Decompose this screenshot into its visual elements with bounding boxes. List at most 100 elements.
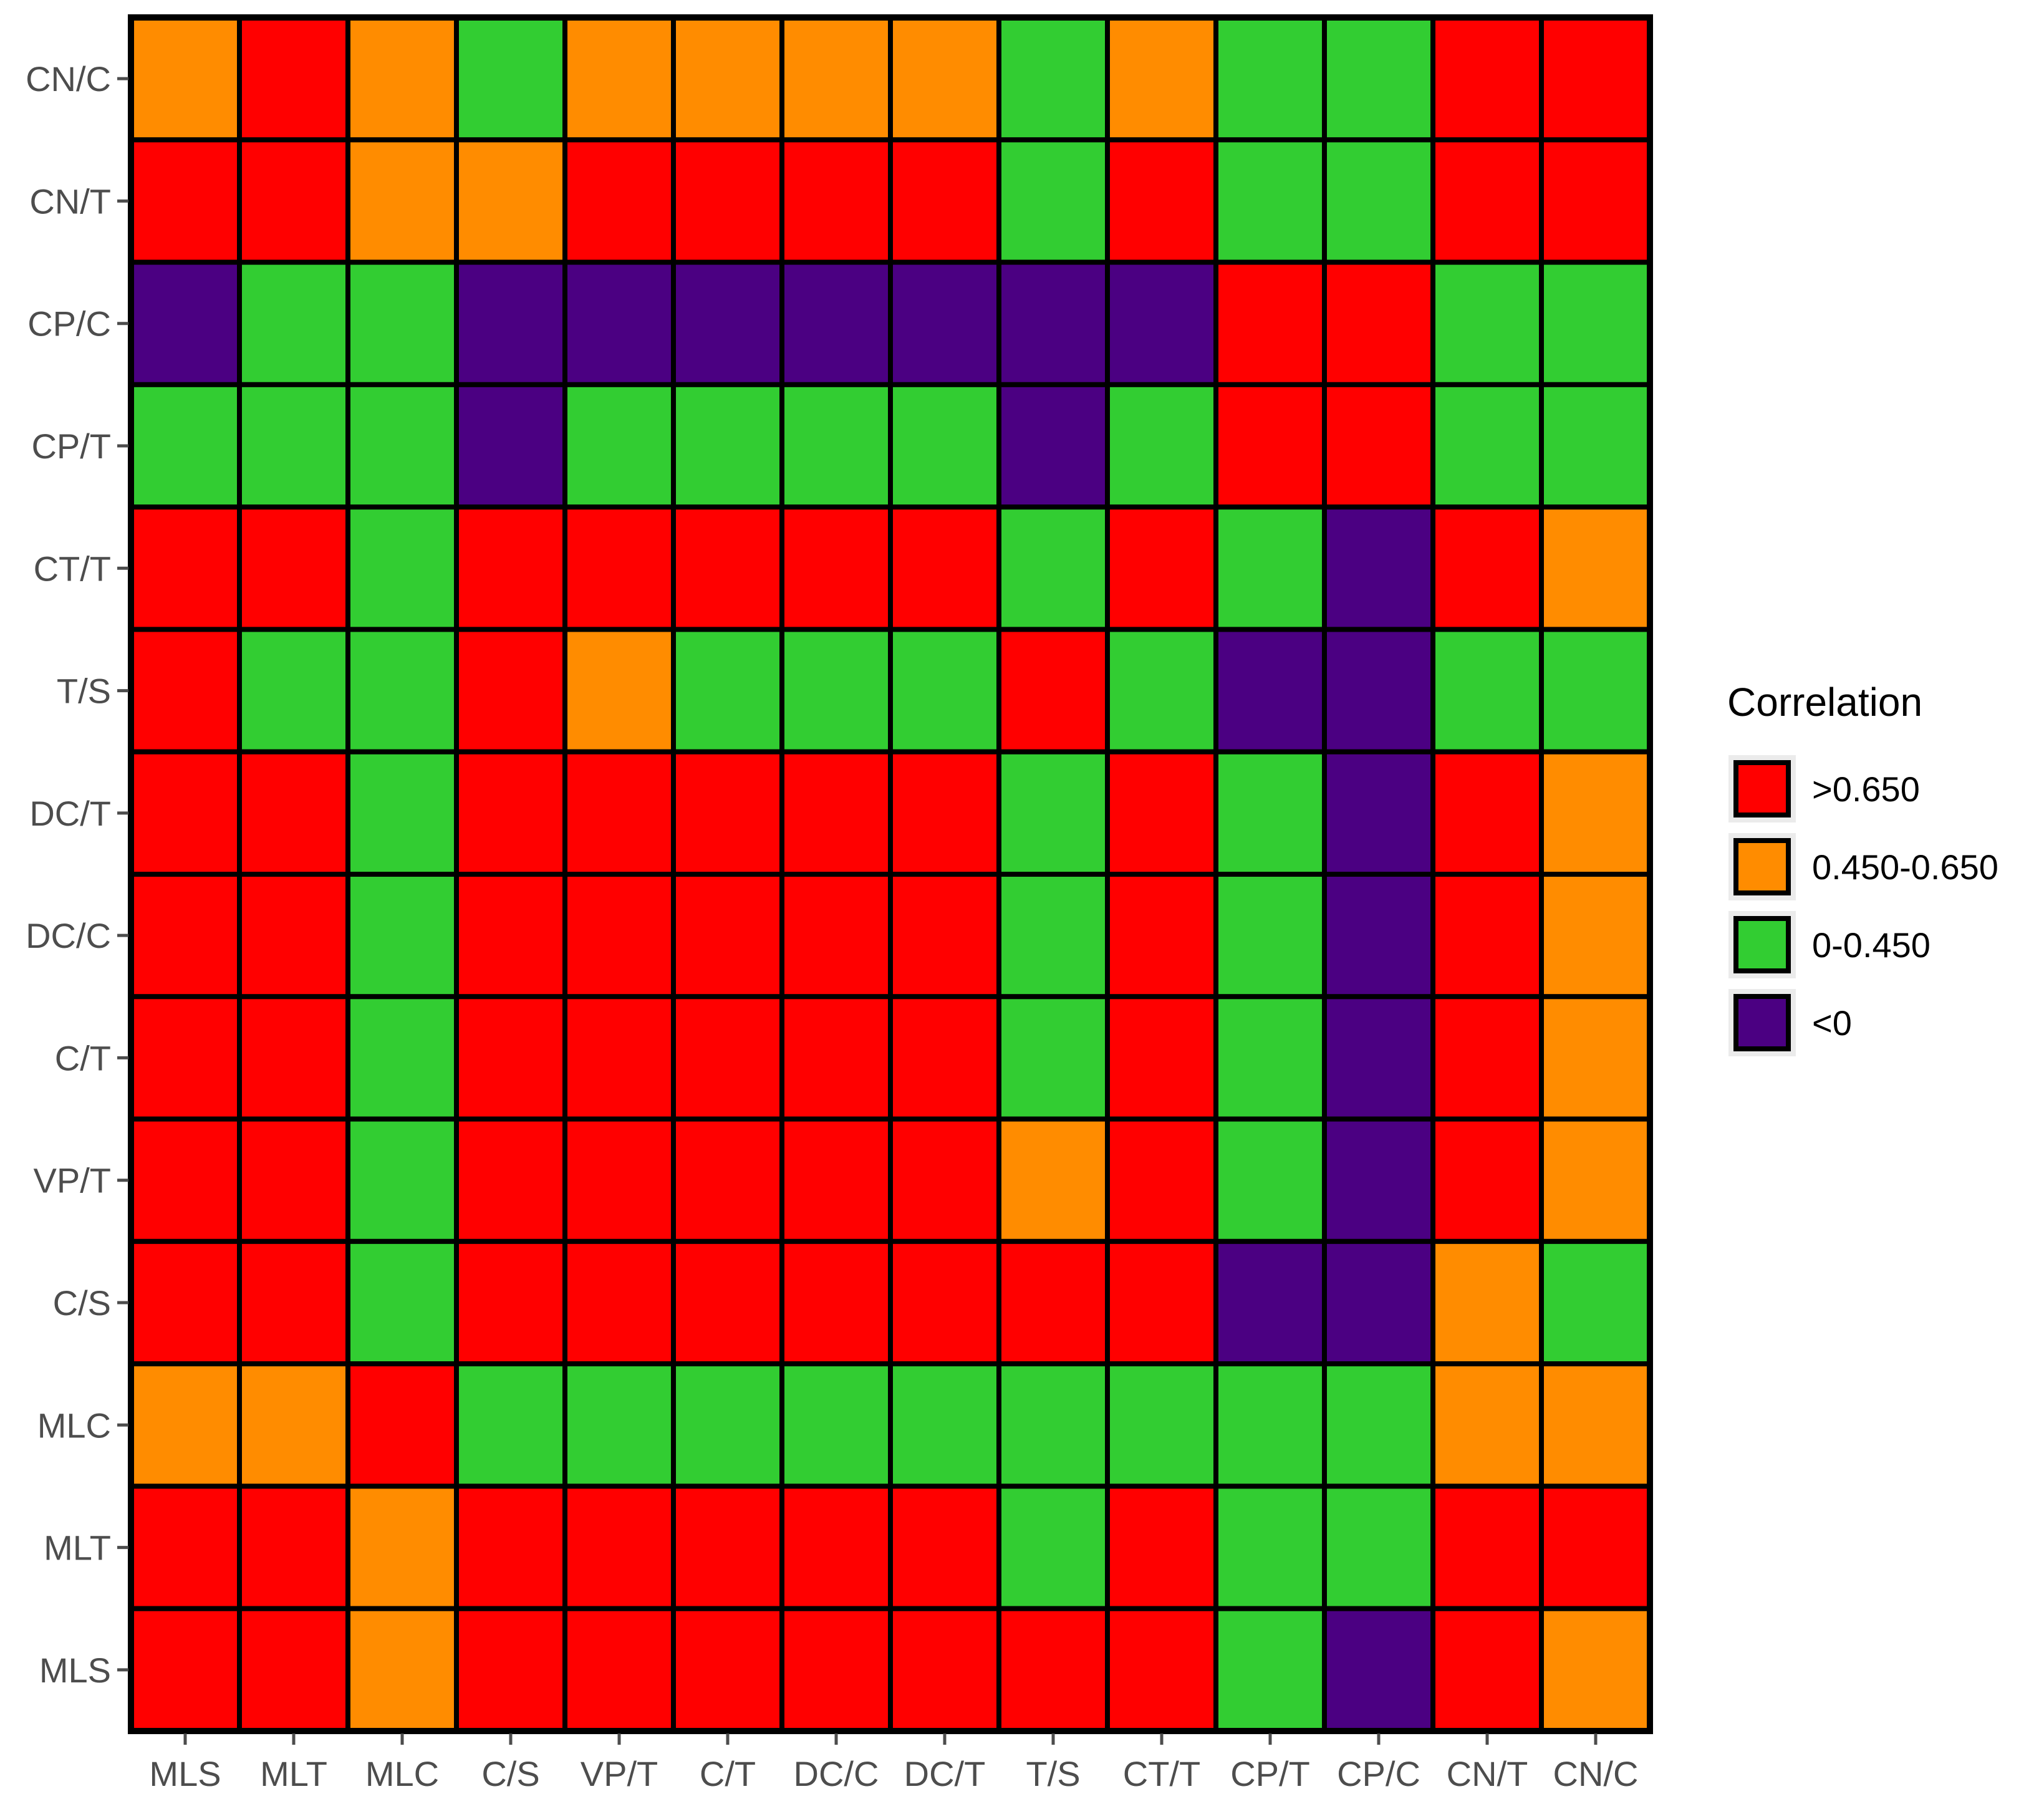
heatmap-cell: [562, 1116, 676, 1244]
heatmap-cell: [1430, 749, 1544, 877]
heatmap-cell: [237, 1483, 350, 1611]
heatmap-cell: [996, 1483, 1110, 1611]
heatmap-cell: [671, 259, 784, 387]
heatmap-cell: [562, 1483, 676, 1611]
x-tick-label: CT/T: [1123, 1754, 1200, 1793]
heatmap-cell: [454, 1361, 567, 1489]
heatmap-cell: [1322, 1116, 1435, 1244]
heatmap-cell: [1105, 382, 1218, 510]
heatmap-cell: [888, 1483, 1001, 1611]
heatmap-cell: [128, 1483, 242, 1611]
heatmap-cell: [1105, 872, 1218, 1000]
heatmap-cell: [562, 504, 676, 632]
heatmap-cell: [1430, 504, 1544, 632]
heatmap-cell: [128, 994, 242, 1122]
heatmap-cell: [671, 994, 784, 1122]
heatmap-cell: [671, 872, 784, 1000]
heatmap-cell: [128, 382, 242, 510]
heatmap-cell: [671, 1483, 784, 1611]
heatmap-cell: [1430, 1361, 1544, 1489]
heatmap-cell: [1213, 994, 1327, 1122]
heatmap-cell: [237, 382, 350, 510]
heatmap-cell: [345, 627, 459, 755]
heatmap-cell: [888, 749, 1001, 877]
x-tick-label: CP/C: [1337, 1754, 1420, 1793]
y-tick-label: CT/T: [34, 549, 111, 588]
heatmap-cell: [1322, 1606, 1435, 1734]
heatmap-cell: [1430, 994, 1544, 1122]
heatmap-cell: [454, 1238, 567, 1367]
heatmap-cell: [562, 137, 676, 265]
heatmap-cell: [1322, 1361, 1435, 1489]
heatmap-cell: [671, 15, 784, 143]
heatmap-cell: [345, 1483, 459, 1611]
heatmap-cell: [1539, 15, 1652, 143]
y-tick-label: MLS: [39, 1651, 111, 1690]
legend-swatch-low: [1733, 916, 1791, 973]
heatmap-cell: [888, 1361, 1001, 1489]
heatmap-cell: [128, 504, 242, 632]
heatmap-cell: [237, 994, 350, 1122]
heatmap-cell: [996, 749, 1110, 877]
heatmap-cell: [562, 1238, 676, 1367]
heatmap-cell: [345, 1361, 459, 1489]
legend-label-neg: <0: [1812, 1003, 1852, 1043]
legend-items: >0.650 0.450-0.650 0-0.450 <0: [1728, 755, 1998, 1056]
heatmap-cell: [562, 749, 676, 877]
x-tick-label: C/T: [700, 1754, 756, 1793]
heatmap-cell: [1213, 1238, 1327, 1367]
heatmap-cell: [671, 1238, 784, 1367]
x-axis: MLS MLT MLC C/S VP/T C/T DC/C DC/T T/S CT/T CP/T CP…: [149, 1734, 1638, 1793]
heatmap-cell: [454, 259, 567, 387]
heatmap-cell: [454, 137, 567, 265]
heatmap-cell: [1322, 15, 1435, 143]
heatmap-cell: [671, 1116, 784, 1244]
heatmap-cell: [454, 872, 567, 1000]
heatmap-cell: [671, 504, 784, 632]
heatmap-cell: [888, 382, 1001, 510]
heatmap-cell: [1213, 627, 1327, 755]
heatmap-cell: [1105, 1116, 1218, 1244]
heatmap-cell: [128, 749, 242, 877]
legend-title: Correlation: [1727, 680, 1922, 725]
heatmap-cell: [454, 15, 567, 143]
heatmap-cell: [1539, 1116, 1652, 1244]
heatmap-cell: [1539, 382, 1652, 510]
heatmap-cell: [1539, 994, 1652, 1122]
heatmap-cell: [1105, 15, 1218, 143]
heatmap-cell: [779, 382, 893, 510]
heatmap-cell: [1105, 259, 1218, 387]
y-tick-label: MLC: [37, 1406, 111, 1445]
heatmap-cell: [345, 15, 459, 143]
heatmap-cell: [1430, 1238, 1544, 1367]
heatmap-cell: [1430, 1116, 1544, 1244]
x-tick-label: CN/T: [1447, 1754, 1528, 1793]
heatmap-cell: [128, 137, 242, 265]
heatmap-cell: [237, 1606, 350, 1734]
heatmap-cell: [1539, 1238, 1652, 1367]
y-tick-label: C/S: [53, 1283, 111, 1323]
heatmap-cell: [1213, 872, 1327, 1000]
heatmap-cell: [1213, 1361, 1327, 1489]
heatmap-cell: [1105, 137, 1218, 265]
x-tick-label: C/S: [481, 1754, 539, 1793]
x-tick-label: CN/C: [1553, 1754, 1639, 1793]
heatmap-cell: [888, 259, 1001, 387]
heatmap-cell: [888, 15, 1001, 143]
heatmap-cell: [996, 382, 1110, 510]
legend-label-mid: 0.450-0.650: [1812, 847, 1998, 887]
heatmap-cell: [1213, 259, 1327, 387]
heatmap-cell: [996, 137, 1110, 265]
legend-label-low: 0-0.450: [1812, 925, 1931, 965]
heatmap-cell: [996, 627, 1110, 755]
y-tick-label: DC/T: [29, 794, 111, 833]
heatmap-cell: [1213, 137, 1327, 265]
heatmap-cell: [562, 994, 676, 1122]
legend: Correlation >0.650 0.450-0.650 0-0.450 <0: [1727, 680, 1998, 1056]
heatmap-cell: [1430, 382, 1544, 510]
heatmap-cell: [1322, 627, 1435, 755]
heatmap-cell: [996, 1606, 1110, 1734]
y-tick-label: T/S: [57, 672, 111, 711]
heatmap-cell: [128, 15, 242, 143]
heatmap-cell: [888, 1238, 1001, 1367]
